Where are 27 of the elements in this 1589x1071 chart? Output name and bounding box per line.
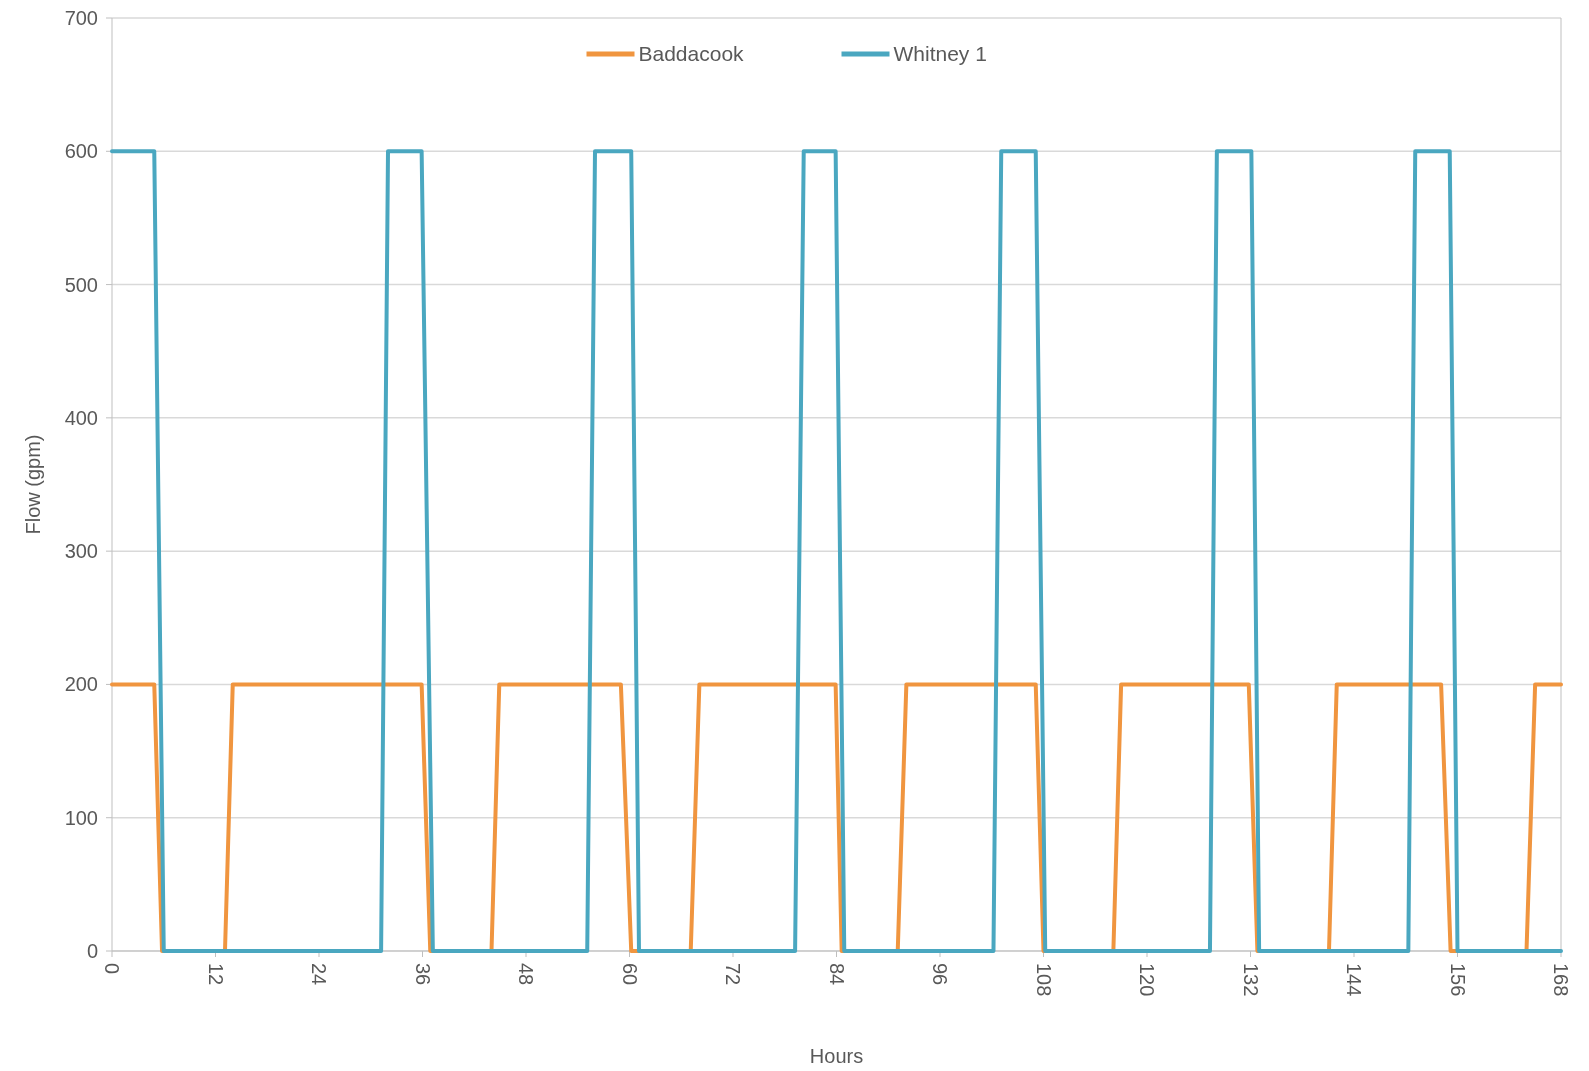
y-tick-label: 600 [64, 140, 98, 163]
legend-label: Baddacook [638, 42, 745, 66]
x-tick-label: 12 [204, 963, 227, 986]
x-tick-label: 84 [825, 963, 848, 986]
y-axis-title: Flow (gpm) [22, 434, 44, 535]
y-tick-label: 400 [64, 406, 98, 429]
x-tick-label: 0 [101, 963, 123, 975]
x-tick-label: 132 [1239, 963, 1262, 997]
y-tick-label: 700 [64, 7, 98, 29]
y-tick-label: 300 [64, 540, 98, 563]
y-tick-label: 500 [64, 273, 98, 296]
x-tick-label: 36 [411, 963, 434, 986]
y-tick-label: 200 [64, 673, 98, 696]
x-tick-label: 96 [929, 963, 951, 986]
y-tick-label: 100 [64, 806, 98, 829]
x-tick-label: 24 [308, 963, 330, 986]
x-tick-label: 144 [1343, 963, 1365, 997]
x-axis-title: Hours [809, 1045, 864, 1067]
x-tick-label: 48 [515, 963, 537, 986]
y-tick-label: 0 [86, 940, 98, 962]
x-tick-label: 120 [1136, 963, 1158, 997]
x-tick-label: 168 [1550, 963, 1572, 997]
x-tick-label: 60 [618, 963, 641, 986]
x-tick-label: 108 [1032, 963, 1055, 997]
x-tick-label: 156 [1446, 963, 1469, 997]
legend-label: Whitney 1 [893, 42, 987, 66]
x-tick-label: 72 [722, 963, 744, 986]
